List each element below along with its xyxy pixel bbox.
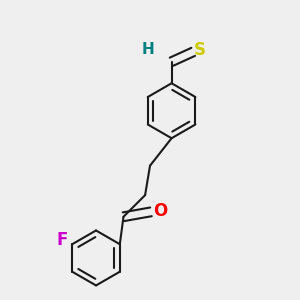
Text: H: H <box>142 42 154 57</box>
Text: O: O <box>153 202 167 220</box>
Text: F: F <box>57 231 68 249</box>
Text: S: S <box>194 41 206 59</box>
